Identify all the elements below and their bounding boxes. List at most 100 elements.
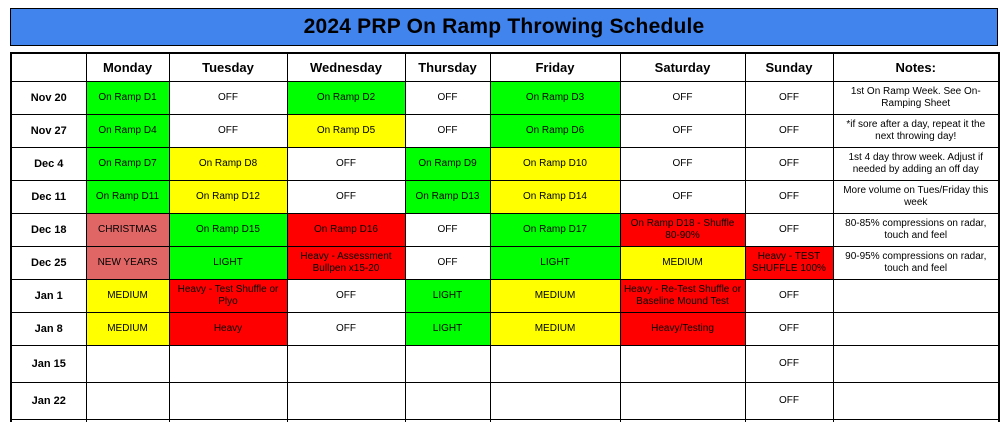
cell-wednesday: On Ramp D5 bbox=[286, 113, 406, 148]
cell-sunday: OFF bbox=[744, 80, 834, 115]
cell-saturday: OFF bbox=[619, 80, 746, 115]
cell-monday: On Ramp D1 bbox=[85, 80, 170, 115]
cell-thursday: LIGHT bbox=[404, 278, 491, 313]
cell-wednesday: On Ramp D2 bbox=[286, 80, 406, 115]
note-cell bbox=[832, 344, 1000, 383]
cell-wednesday: Heavy - Assessment Bullpen x15-20 bbox=[286, 245, 406, 280]
cell-monday: NEW YEARS bbox=[85, 245, 170, 280]
cell-saturday bbox=[619, 381, 746, 420]
cell-friday: On Ramp D10 bbox=[489, 146, 621, 181]
note-cell: 80-85% compressions on radar, touch and … bbox=[832, 212, 1000, 247]
note-cell: 1st On Ramp Week. See On-Ramping Sheet bbox=[832, 80, 1000, 115]
cell-monday: CHRISTMAS bbox=[85, 212, 170, 247]
cell-friday: On Ramp D17 bbox=[489, 212, 621, 247]
column-header-thursday: Thursday bbox=[404, 52, 491, 82]
cell-friday bbox=[489, 344, 621, 383]
cell-thursday: OFF bbox=[404, 113, 491, 148]
cell-wednesday: OFF bbox=[286, 146, 406, 181]
date-cell: Nov 20 bbox=[10, 80, 87, 115]
cell-thursday: On Ramp D13 bbox=[404, 179, 491, 214]
date-cell: Jan 8 bbox=[10, 311, 87, 346]
cell-sunday: OFF bbox=[744, 113, 834, 148]
cell-wednesday bbox=[286, 344, 406, 383]
cell-saturday: Heavy/Testing bbox=[619, 311, 746, 346]
date-cell: Dec 25 bbox=[10, 245, 87, 280]
cell-friday bbox=[489, 381, 621, 420]
cell-sunday: OFF bbox=[744, 381, 834, 420]
cell-monday bbox=[85, 344, 170, 383]
cell-thursday bbox=[404, 381, 491, 420]
cell-friday: On Ramp D14 bbox=[489, 179, 621, 214]
table-row: Dec 18 CHRISTMAS On Ramp D15 On Ramp D16 OFF… bbox=[10, 212, 1000, 247]
table-row: Jan 22 OFF bbox=[10, 381, 1000, 420]
cell-sunday: Heavy - TEST SHUFFLE 100% bbox=[744, 245, 834, 280]
title-banner: 2024 PRP On Ramp Throwing Schedule bbox=[10, 8, 998, 46]
note-cell: More volume on Tues/Friday this week bbox=[832, 179, 1000, 214]
cell-tuesday: Heavy bbox=[168, 311, 288, 346]
cell-thursday: OFF bbox=[404, 245, 491, 280]
column-header-saturday: Saturday bbox=[619, 52, 746, 82]
column-header-monday: Monday bbox=[85, 52, 170, 82]
cell-saturday bbox=[619, 344, 746, 383]
cell-wednesday: OFF bbox=[286, 278, 406, 313]
cell-sunday: OFF bbox=[744, 311, 834, 346]
table-row: Nov 27 On Ramp D4 OFF On Ramp D5 OFF On Ramp … bbox=[10, 113, 1000, 148]
table-row: Dec 11 On Ramp D11 On Ramp D12 OFF On Ramp D… bbox=[10, 179, 1000, 214]
table-row: Dec 4 On Ramp D7 On Ramp D8 OFF On Ramp D9 On… bbox=[10, 146, 1000, 181]
note-cell bbox=[832, 278, 1000, 313]
cell-tuesday: OFF bbox=[168, 80, 288, 115]
cell-tuesday: OFF bbox=[168, 113, 288, 148]
cell-wednesday bbox=[286, 381, 406, 420]
cell-friday: On Ramp D3 bbox=[489, 80, 621, 115]
cell-sunday: OFF bbox=[744, 278, 834, 313]
cell-tuesday: On Ramp D8 bbox=[168, 146, 288, 181]
cell-wednesday: On Ramp D16 bbox=[286, 212, 406, 247]
column-header-sunday: Sunday bbox=[744, 52, 834, 82]
note-cell: 90-95% compressions on radar, touch and … bbox=[832, 245, 1000, 280]
cell-thursday: On Ramp D9 bbox=[404, 146, 491, 181]
cell-monday: On Ramp D4 bbox=[85, 113, 170, 148]
cell-monday: MEDIUM bbox=[85, 311, 170, 346]
date-cell: Dec 18 bbox=[10, 212, 87, 247]
cell-monday: On Ramp D7 bbox=[85, 146, 170, 181]
column-header-wednesday: Wednesday bbox=[286, 52, 406, 82]
cell-sunday: OFF bbox=[744, 212, 834, 247]
cell-friday: LIGHT bbox=[489, 245, 621, 280]
schedule-body: Nov 20 On Ramp D1 OFF On Ramp D2 OFF On Ramp … bbox=[10, 80, 1000, 422]
date-cell: Dec 4 bbox=[10, 146, 87, 181]
table-row: Dec 25 NEW YEARS LIGHT Heavy - Assessment B… bbox=[10, 245, 1000, 280]
cell-monday bbox=[85, 381, 170, 420]
cell-thursday bbox=[404, 344, 491, 383]
table-row: Nov 20 On Ramp D1 OFF On Ramp D2 OFF On Ramp … bbox=[10, 80, 1000, 115]
cell-tuesday: On Ramp D15 bbox=[168, 212, 288, 247]
note-cell bbox=[832, 381, 1000, 420]
date-cell: Jan 15 bbox=[10, 344, 87, 383]
column-header-notes: Notes: bbox=[832, 52, 1000, 82]
cell-sunday: OFF bbox=[744, 344, 834, 383]
cell-monday: MEDIUM bbox=[85, 278, 170, 313]
cell-saturday: OFF bbox=[619, 146, 746, 181]
cell-sunday: OFF bbox=[744, 179, 834, 214]
cell-tuesday bbox=[168, 381, 288, 420]
cell-friday: On Ramp D6 bbox=[489, 113, 621, 148]
date-cell: Jan 22 bbox=[10, 381, 87, 420]
note-cell: *if sore after a day, repeat it the next… bbox=[832, 113, 1000, 148]
cell-monday: On Ramp D11 bbox=[85, 179, 170, 214]
cell-wednesday: OFF bbox=[286, 311, 406, 346]
schedule-table: Monday Tuesday Wednesday Thursday Friday Satu… bbox=[10, 52, 1000, 422]
note-cell: 1st 4 day throw week. Adjust if needed b… bbox=[832, 146, 1000, 181]
cell-tuesday bbox=[168, 344, 288, 383]
cell-thursday: OFF bbox=[404, 212, 491, 247]
cell-saturday: OFF bbox=[619, 179, 746, 214]
cell-saturday: OFF bbox=[619, 113, 746, 148]
table-row: Jan 15 OFF bbox=[10, 344, 1000, 383]
date-cell: Nov 27 bbox=[10, 113, 87, 148]
cell-saturday: On Ramp D18 - Shuffle 80-90% bbox=[619, 212, 746, 247]
page-title: 2024 PRP On Ramp Throwing Schedule bbox=[303, 15, 705, 38]
cell-saturday: Heavy - Re-Test Shuffle or Baseline Moun… bbox=[619, 278, 746, 313]
cell-sunday: OFF bbox=[744, 146, 834, 181]
cell-saturday: MEDIUM bbox=[619, 245, 746, 280]
cell-friday: MEDIUM bbox=[489, 278, 621, 313]
date-cell: Dec 11 bbox=[10, 179, 87, 214]
